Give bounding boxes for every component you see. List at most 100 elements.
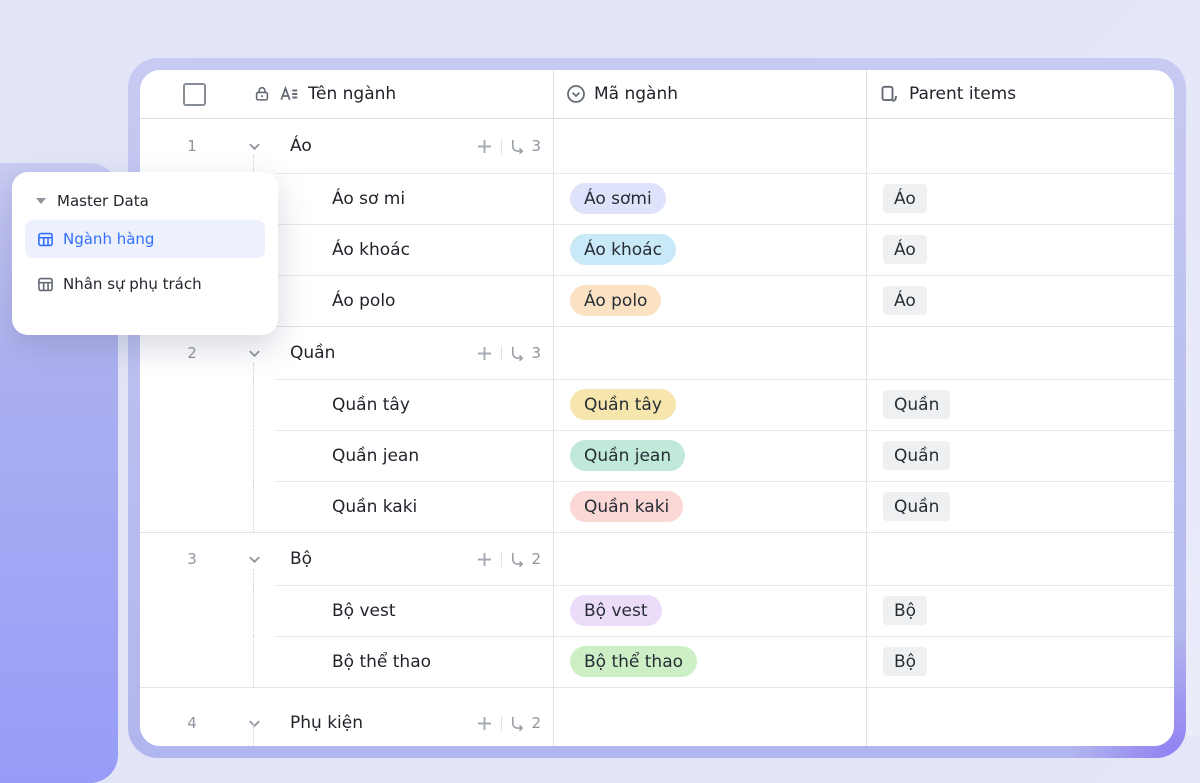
select-option-pill[interactable]: Áo khoác [570, 234, 676, 265]
item-name: Bộ thể thao [332, 651, 432, 672]
group-row[interactable]: 4 Phụ kiện 2 [140, 687, 1174, 746]
name-cell[interactable]: Quần jean [140, 430, 553, 481]
category-name: Áo [290, 136, 312, 156]
subitems-icon[interactable] [509, 551, 526, 568]
column-header-parent-items[interactable]: Parent items [866, 70, 1174, 118]
child-row[interactable]: Áo polo Áo polo Áo [140, 275, 1174, 326]
code-cell[interactable] [553, 327, 866, 379]
parent-cell[interactable]: Quần [866, 379, 1174, 430]
code-cell[interactable]: Quần tây [553, 379, 866, 430]
chevron-down-icon[interactable] [246, 551, 263, 568]
sidebar-item-label: Nhân sự phụ trách [63, 275, 202, 293]
code-cell[interactable] [553, 533, 866, 585]
parent-cell[interactable]: Áo [866, 275, 1174, 326]
item-name: Quần jean [332, 445, 420, 466]
select-all-checkbox[interactable] [183, 82, 206, 106]
code-cell[interactable]: Bộ vest [553, 585, 866, 636]
subitems-icon[interactable] [509, 138, 526, 155]
parent-cell[interactable] [866, 119, 1174, 173]
code-cell[interactable]: Áo khoác [553, 224, 866, 275]
subitem-count: 2 [531, 714, 541, 732]
caret-down-icon[interactable] [36, 198, 46, 204]
child-row[interactable]: Quần kaki Quần kaki Quần [140, 481, 1174, 532]
name-cell[interactable]: 1 Áo 3 [140, 119, 553, 173]
code-cell[interactable]: Quần kaki [553, 481, 866, 532]
chevron-down-icon[interactable] [246, 345, 263, 362]
item-name: Quần kaki [332, 496, 418, 517]
column-header-ma-nganh[interactable]: Mã ngành [553, 70, 866, 118]
code-cell[interactable] [553, 119, 866, 173]
child-row[interactable]: Quần jean Quần jean Quần [140, 430, 1174, 481]
divider [501, 551, 503, 567]
name-cell[interactable]: 4 Phụ kiện 2 [140, 688, 553, 746]
subitem-count: 3 [531, 137, 541, 155]
parent-cell[interactable]: Bộ [866, 636, 1174, 687]
item-name: Áo sơ mi [332, 188, 406, 209]
base-table-card: Tên ngành Mã ngành Paren [128, 58, 1186, 758]
add-subitem-icon[interactable] [475, 550, 494, 569]
group-row[interactable]: 2 Quần 3 [140, 326, 1174, 379]
select-option-pill[interactable]: Áo polo [570, 285, 662, 316]
parent-cell[interactable]: Quần [866, 430, 1174, 481]
add-subitem-icon[interactable] [475, 714, 494, 733]
name-cell[interactable]: 2 Quần 3 [140, 327, 553, 379]
add-subitem-icon[interactable] [475, 137, 494, 156]
select-option-pill[interactable]: Bộ thể thao [570, 646, 698, 677]
parent-record-tag[interactable]: Quần [883, 441, 951, 470]
select-option-pill[interactable]: Quần jean [570, 440, 686, 471]
child-row[interactable]: Áo khoác Áo khoác Áo [140, 224, 1174, 275]
select-option-pill[interactable]: Bộ vest [570, 595, 662, 626]
parent-cell[interactable]: Quần [866, 481, 1174, 532]
parent-cell[interactable] [866, 688, 1174, 746]
code-cell[interactable]: Áo sơmi [553, 173, 866, 224]
code-cell[interactable] [553, 688, 866, 746]
name-cell[interactable]: Bộ vest [140, 585, 553, 636]
parent-cell[interactable] [866, 533, 1174, 585]
group-row[interactable]: 3 Bộ 2 [140, 532, 1174, 585]
table-icon [37, 276, 54, 293]
parent-record-tag[interactable]: Bộ [883, 647, 928, 676]
chevron-down-icon[interactable] [246, 138, 263, 155]
parent-cell[interactable]: Bộ [866, 585, 1174, 636]
chevron-down-icon[interactable] [246, 715, 263, 732]
parent-record-tag[interactable]: Quần [883, 492, 951, 521]
group-row[interactable]: 1 Áo 3 [140, 119, 1174, 173]
code-cell[interactable]: Bộ thể thao [553, 636, 866, 687]
subitems-icon[interactable] [509, 345, 526, 362]
column-header-ten-nganh[interactable]: Tên ngành [140, 70, 553, 118]
child-row[interactable]: Quần tây Quần tây Quần [140, 379, 1174, 430]
parent-record-tag[interactable]: Quần [883, 390, 951, 419]
name-cell[interactable]: Quần kaki [140, 481, 553, 532]
parent-record-tag[interactable]: Áo [883, 184, 927, 213]
select-option-pill[interactable]: Quần kaki [570, 491, 684, 522]
add-subitem-icon[interactable] [475, 344, 494, 363]
category-name: Phụ kiện [290, 713, 364, 733]
select-option-pill[interactable]: Quần tây [570, 389, 676, 420]
item-name: Bộ vest [332, 600, 396, 621]
lock-icon [253, 85, 271, 103]
name-cell[interactable]: 3 Bộ 2 [140, 533, 553, 585]
code-cell[interactable]: Áo polo [553, 275, 866, 326]
sidebar-item-nhan-su-phu-trach[interactable]: Nhân sự phụ trách [25, 265, 265, 303]
subitems-icon[interactable] [509, 715, 526, 732]
parent-cell[interactable]: Áo [866, 173, 1174, 224]
child-row[interactable]: Áo sơ mi Áo sơmi Áo [140, 173, 1174, 224]
parent-record-tag[interactable]: Áo [883, 286, 927, 315]
sidebar-group-master-data[interactable]: Master Data [25, 189, 265, 213]
name-cell[interactable]: Quần tây [140, 379, 553, 430]
parent-cell[interactable] [866, 327, 1174, 379]
child-row[interactable]: Bộ thể thao Bộ thể thao Bộ [140, 636, 1174, 687]
column-label: Tên ngành [308, 84, 397, 104]
sidebar-group-label: Master Data [57, 192, 149, 210]
name-cell[interactable]: Bộ thể thao [140, 636, 553, 687]
divider [501, 345, 503, 361]
parent-cell[interactable]: Áo [866, 224, 1174, 275]
sidebar-item-nganh-hang[interactable]: Ngành hàng [25, 220, 265, 258]
subitem-count: 2 [531, 550, 541, 568]
code-cell[interactable]: Quần jean [553, 430, 866, 481]
grid-view: Tên ngành Mã ngành Paren [140, 70, 1174, 746]
child-row[interactable]: Bộ vest Bộ vest Bộ [140, 585, 1174, 636]
parent-record-tag[interactable]: Bộ [883, 596, 928, 625]
parent-record-tag[interactable]: Áo [883, 235, 927, 264]
select-option-pill[interactable]: Áo sơmi [570, 183, 666, 214]
